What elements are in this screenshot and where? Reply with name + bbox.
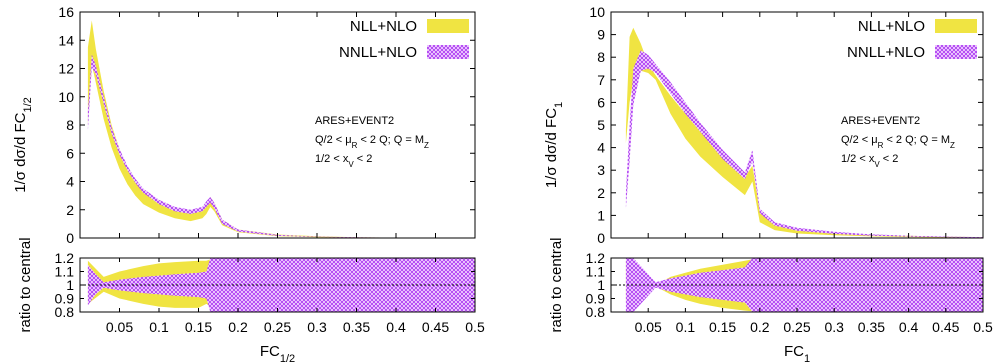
y-tick-label: 2 — [597, 185, 605, 201]
x-tick-label: 0.25 — [783, 319, 810, 335]
x-tick-label: 0.4 — [899, 319, 919, 335]
x-tick-label: 0.4 — [386, 319, 406, 335]
legend-swatch — [427, 45, 469, 59]
ratio-y-axis-label: ratio to central — [548, 237, 565, 332]
y-tick-label: 0 — [597, 230, 605, 246]
y-tick-label: 14 — [58, 32, 74, 48]
x-tick-label: 0.05 — [635, 319, 662, 335]
legend-label: NNLL+NLO — [339, 44, 417, 61]
y-tick-label: 5 — [597, 117, 605, 133]
x-axis-label: FC1 — [784, 343, 810, 363]
x-tick-label: 0.2 — [228, 319, 248, 335]
y-tick-label: 7 — [597, 72, 605, 88]
ratio-y-axis-label: ratio to central — [17, 237, 34, 332]
y-axis-label: 1/σ dσ/d FC1/2 — [12, 97, 34, 193]
x-tick-label: 0.3 — [824, 319, 844, 335]
y-tick-label: 16 — [58, 4, 74, 20]
x-tick-label: 0.45 — [932, 319, 959, 335]
annotation-line: Q/2 < μR < 2 Q; Q = MZ — [841, 134, 955, 150]
x-tick-label: 0.05 — [106, 319, 133, 335]
x-tick-label: 0.1 — [676, 319, 696, 335]
x-tick-label: 0.35 — [343, 319, 370, 335]
y-tick-label: 12 — [58, 61, 74, 77]
x-tick-label: 0.35 — [858, 319, 885, 335]
ratio-y-tick-label: 1.2 — [586, 250, 606, 266]
y-tick-label: 3 — [597, 162, 605, 178]
main-frame — [610, 11, 984, 239]
legend-label: NNLL+NLO — [847, 44, 925, 61]
y-tick-label: 4 — [597, 140, 605, 156]
legend-label: NLL+NLO — [858, 18, 925, 35]
y-tick-label: 1 — [597, 207, 605, 223]
y-tick-label: 10 — [58, 89, 74, 105]
annotation-line: ARES+EVENT2 — [841, 115, 920, 127]
y-tick-label: 8 — [597, 49, 605, 65]
ratio-y-tick-label: 1 — [597, 277, 605, 293]
ratio-y-tick-label: 0.8 — [586, 304, 606, 320]
chart-panel-left: 0 2 4 6 8 10 12 14 16 1/σ dσ/d FC1/2 NLL+NLO NNLL+N… — [12, 4, 485, 363]
y-axis-label: 1/σ dσ/d FC1 — [543, 102, 565, 188]
chart-panel-right: 0 1 2 3 4 5 6 7 8 9 10 1/σ dσ/d FC1 NLL+NLO NNLL+NLO A… — [543, 4, 993, 363]
x-tick-label: 0.15 — [185, 319, 212, 335]
annotation-line: Q/2 < μR < 2 Q; Q = MZ — [315, 134, 429, 150]
x-tick-label: 0.5 — [973, 319, 993, 335]
annotation-line: ARES+EVENT2 — [315, 115, 394, 127]
y-tick-label: 6 — [66, 145, 74, 161]
ratio-plot-area — [611, 258, 983, 312]
y-tick-label: 8 — [66, 117, 74, 133]
ratio-plot-area — [80, 258, 475, 312]
ratio-y-tick-label: 0.8 — [55, 304, 75, 320]
ratio-y-tick-label: 1.2 — [55, 250, 75, 266]
main-plot-area — [625, 27, 983, 238]
band-NLL+NLO — [625, 27, 983, 238]
legend-swatch — [935, 45, 977, 59]
x-tick-label: 0.25 — [264, 319, 291, 335]
ratio-y-tick-label: 1.1 — [55, 264, 75, 280]
band-NNLL+NLO — [87, 54, 475, 238]
annotation-line: 1/2 < xV < 2 — [315, 153, 372, 169]
x-tick-label: 0.15 — [709, 319, 736, 335]
x-tick-label: 0.1 — [149, 319, 169, 335]
x-tick-label: 0.45 — [422, 319, 449, 335]
ratio-y-tick-label: 0.9 — [586, 291, 606, 307]
legend-swatch — [935, 19, 977, 33]
y-tick-label: 4 — [66, 174, 74, 190]
y-tick-label: 6 — [597, 94, 605, 110]
ratio-y-tick-label: 1 — [66, 277, 74, 293]
x-tick-label: 0.2 — [750, 319, 770, 335]
ratio-y-tick-label: 1.1 — [586, 264, 606, 280]
y-tick-label: 9 — [597, 27, 605, 43]
y-tick-label: 0 — [66, 230, 74, 246]
legend-swatch — [427, 19, 469, 33]
legend-label: NLL+NLO — [350, 18, 417, 35]
y-tick-label: 10 — [589, 4, 605, 20]
x-tick-label: 0.3 — [307, 319, 327, 335]
y-tick-label: 2 — [66, 202, 74, 218]
annotation-line: 1/2 < xV < 2 — [841, 153, 898, 169]
x-tick-label: 0.5 — [465, 319, 485, 335]
ratio-y-tick-label: 0.9 — [55, 291, 75, 307]
x-axis-label: FC1/2 — [260, 343, 295, 363]
